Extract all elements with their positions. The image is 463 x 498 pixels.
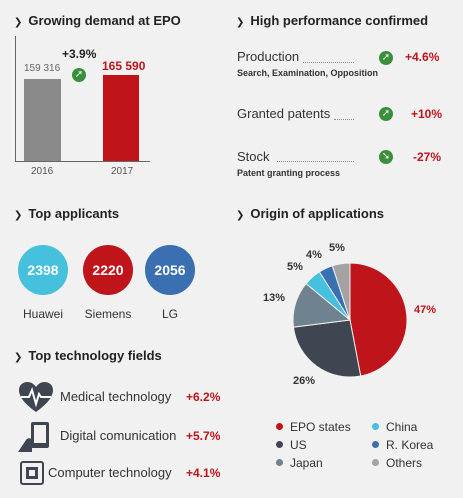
legend-label: R. Korea xyxy=(386,438,434,452)
legend-dot-icon xyxy=(276,441,283,448)
legend-label: EPO states xyxy=(290,420,351,434)
legend-dot-icon xyxy=(372,459,379,466)
stock-sub: Patent granting process xyxy=(237,168,341,178)
growth-label: +3.9% xyxy=(62,47,97,61)
granted-patents-value: +10% xyxy=(411,107,443,121)
tech-computer-value: +4.1% xyxy=(186,466,221,480)
axis-line xyxy=(15,36,16,162)
origin-heading: ❯ Origin of applications xyxy=(236,206,385,221)
bar-2017-label: 165 590 xyxy=(102,59,146,73)
pie-slice-epo-states xyxy=(349,262,408,377)
pie-slice-us xyxy=(292,319,362,378)
pie-label-others: 5% xyxy=(329,242,345,254)
applicants-heading: ❯ Top applicants xyxy=(14,206,120,221)
chevron-right-icon: ❯ xyxy=(14,17,23,28)
dotted-leader xyxy=(277,160,354,162)
performance-heading: ❯ High performance confirmed xyxy=(236,13,429,28)
applicant-siemens-name: Siemens xyxy=(84,307,132,321)
origin-pie-chart: 47%26%13%5%4%5% xyxy=(263,242,436,387)
pie-label-epo-states: 47% xyxy=(414,304,436,316)
tech-medical-label: Medical technology xyxy=(60,389,172,404)
legend-label: China xyxy=(386,420,418,434)
tech-digital-label: Digital comunication xyxy=(60,428,177,443)
tech-digital-value: +5.7% xyxy=(186,429,221,443)
legend-item-r-korea: R. Korea xyxy=(372,438,433,452)
legend-label: Japan xyxy=(290,456,323,470)
pie-label-r-korea: 4% xyxy=(306,249,322,261)
pie-legend: EPO states China US R. Korea Japan Others xyxy=(276,420,456,480)
chevron-right-icon: ❯ xyxy=(14,352,23,363)
year-2017: 2017 xyxy=(111,166,134,177)
chip-icon xyxy=(20,461,44,485)
applicant-lg-circle: 2056 xyxy=(145,245,195,295)
legend-item-epo-states: EPO states xyxy=(276,420,351,434)
pie-label-china: 5% xyxy=(287,261,303,273)
legend-dot-icon xyxy=(276,423,283,430)
granted-patents-label: Granted patents xyxy=(237,106,331,121)
production-label: Production xyxy=(237,49,300,64)
bar-2016-label: 159 316 xyxy=(24,63,61,74)
bar-2016 xyxy=(24,79,61,161)
applicant-huawei-circle: 2398 xyxy=(18,245,68,295)
pie-label-us: 26% xyxy=(293,375,315,387)
pie-slice-others xyxy=(331,262,351,321)
applicant-huawei-name: Huawei xyxy=(22,307,64,321)
tablet-hand-icon xyxy=(18,422,49,452)
arrow-up-icon: ➚ xyxy=(379,107,393,121)
stock-label: Stock xyxy=(237,149,270,164)
legend-item-us: US xyxy=(276,438,307,452)
legend-dot-icon xyxy=(372,441,379,448)
arrow-down-icon: ➘ xyxy=(379,150,393,164)
chevron-right-icon: ❯ xyxy=(236,210,245,221)
tech-computer-label: Computer technology xyxy=(48,465,172,480)
legend-label: US xyxy=(290,438,307,452)
chevron-right-icon: ❯ xyxy=(236,17,245,28)
bar-2017 xyxy=(103,75,139,161)
arrow-up-icon: ➚ xyxy=(72,68,86,82)
dotted-leader xyxy=(303,61,354,63)
applicant-siemens-circle: 2220 xyxy=(83,245,133,295)
legend-item-japan: Japan xyxy=(276,456,323,470)
legend-dot-icon xyxy=(372,423,379,430)
arrow-up-icon: ➚ xyxy=(379,51,393,65)
pie-label-japan: 13% xyxy=(263,292,285,304)
legend-dot-icon xyxy=(276,459,283,466)
heart-pulse-icon xyxy=(19,382,53,412)
dotted-leader xyxy=(334,118,354,120)
applicant-lg-name: LG xyxy=(161,307,178,321)
tech-medical-value: +6.2% xyxy=(186,390,221,404)
legend-item-china: China xyxy=(372,420,417,434)
legend-item-others: Others xyxy=(372,456,422,470)
axis-baseline xyxy=(15,161,150,162)
stock-value: -27% xyxy=(413,150,442,164)
chevron-right-icon: ❯ xyxy=(14,210,23,221)
production-sub: Search, Examination, Opposition xyxy=(237,68,379,78)
production-value: +4.6% xyxy=(405,50,440,64)
demand-heading: ❯ Growing demand at EPO xyxy=(14,13,181,28)
technology-heading: ❯ Top technology fields xyxy=(14,348,162,363)
year-2016: 2016 xyxy=(31,166,54,177)
legend-label: Others xyxy=(386,456,423,470)
